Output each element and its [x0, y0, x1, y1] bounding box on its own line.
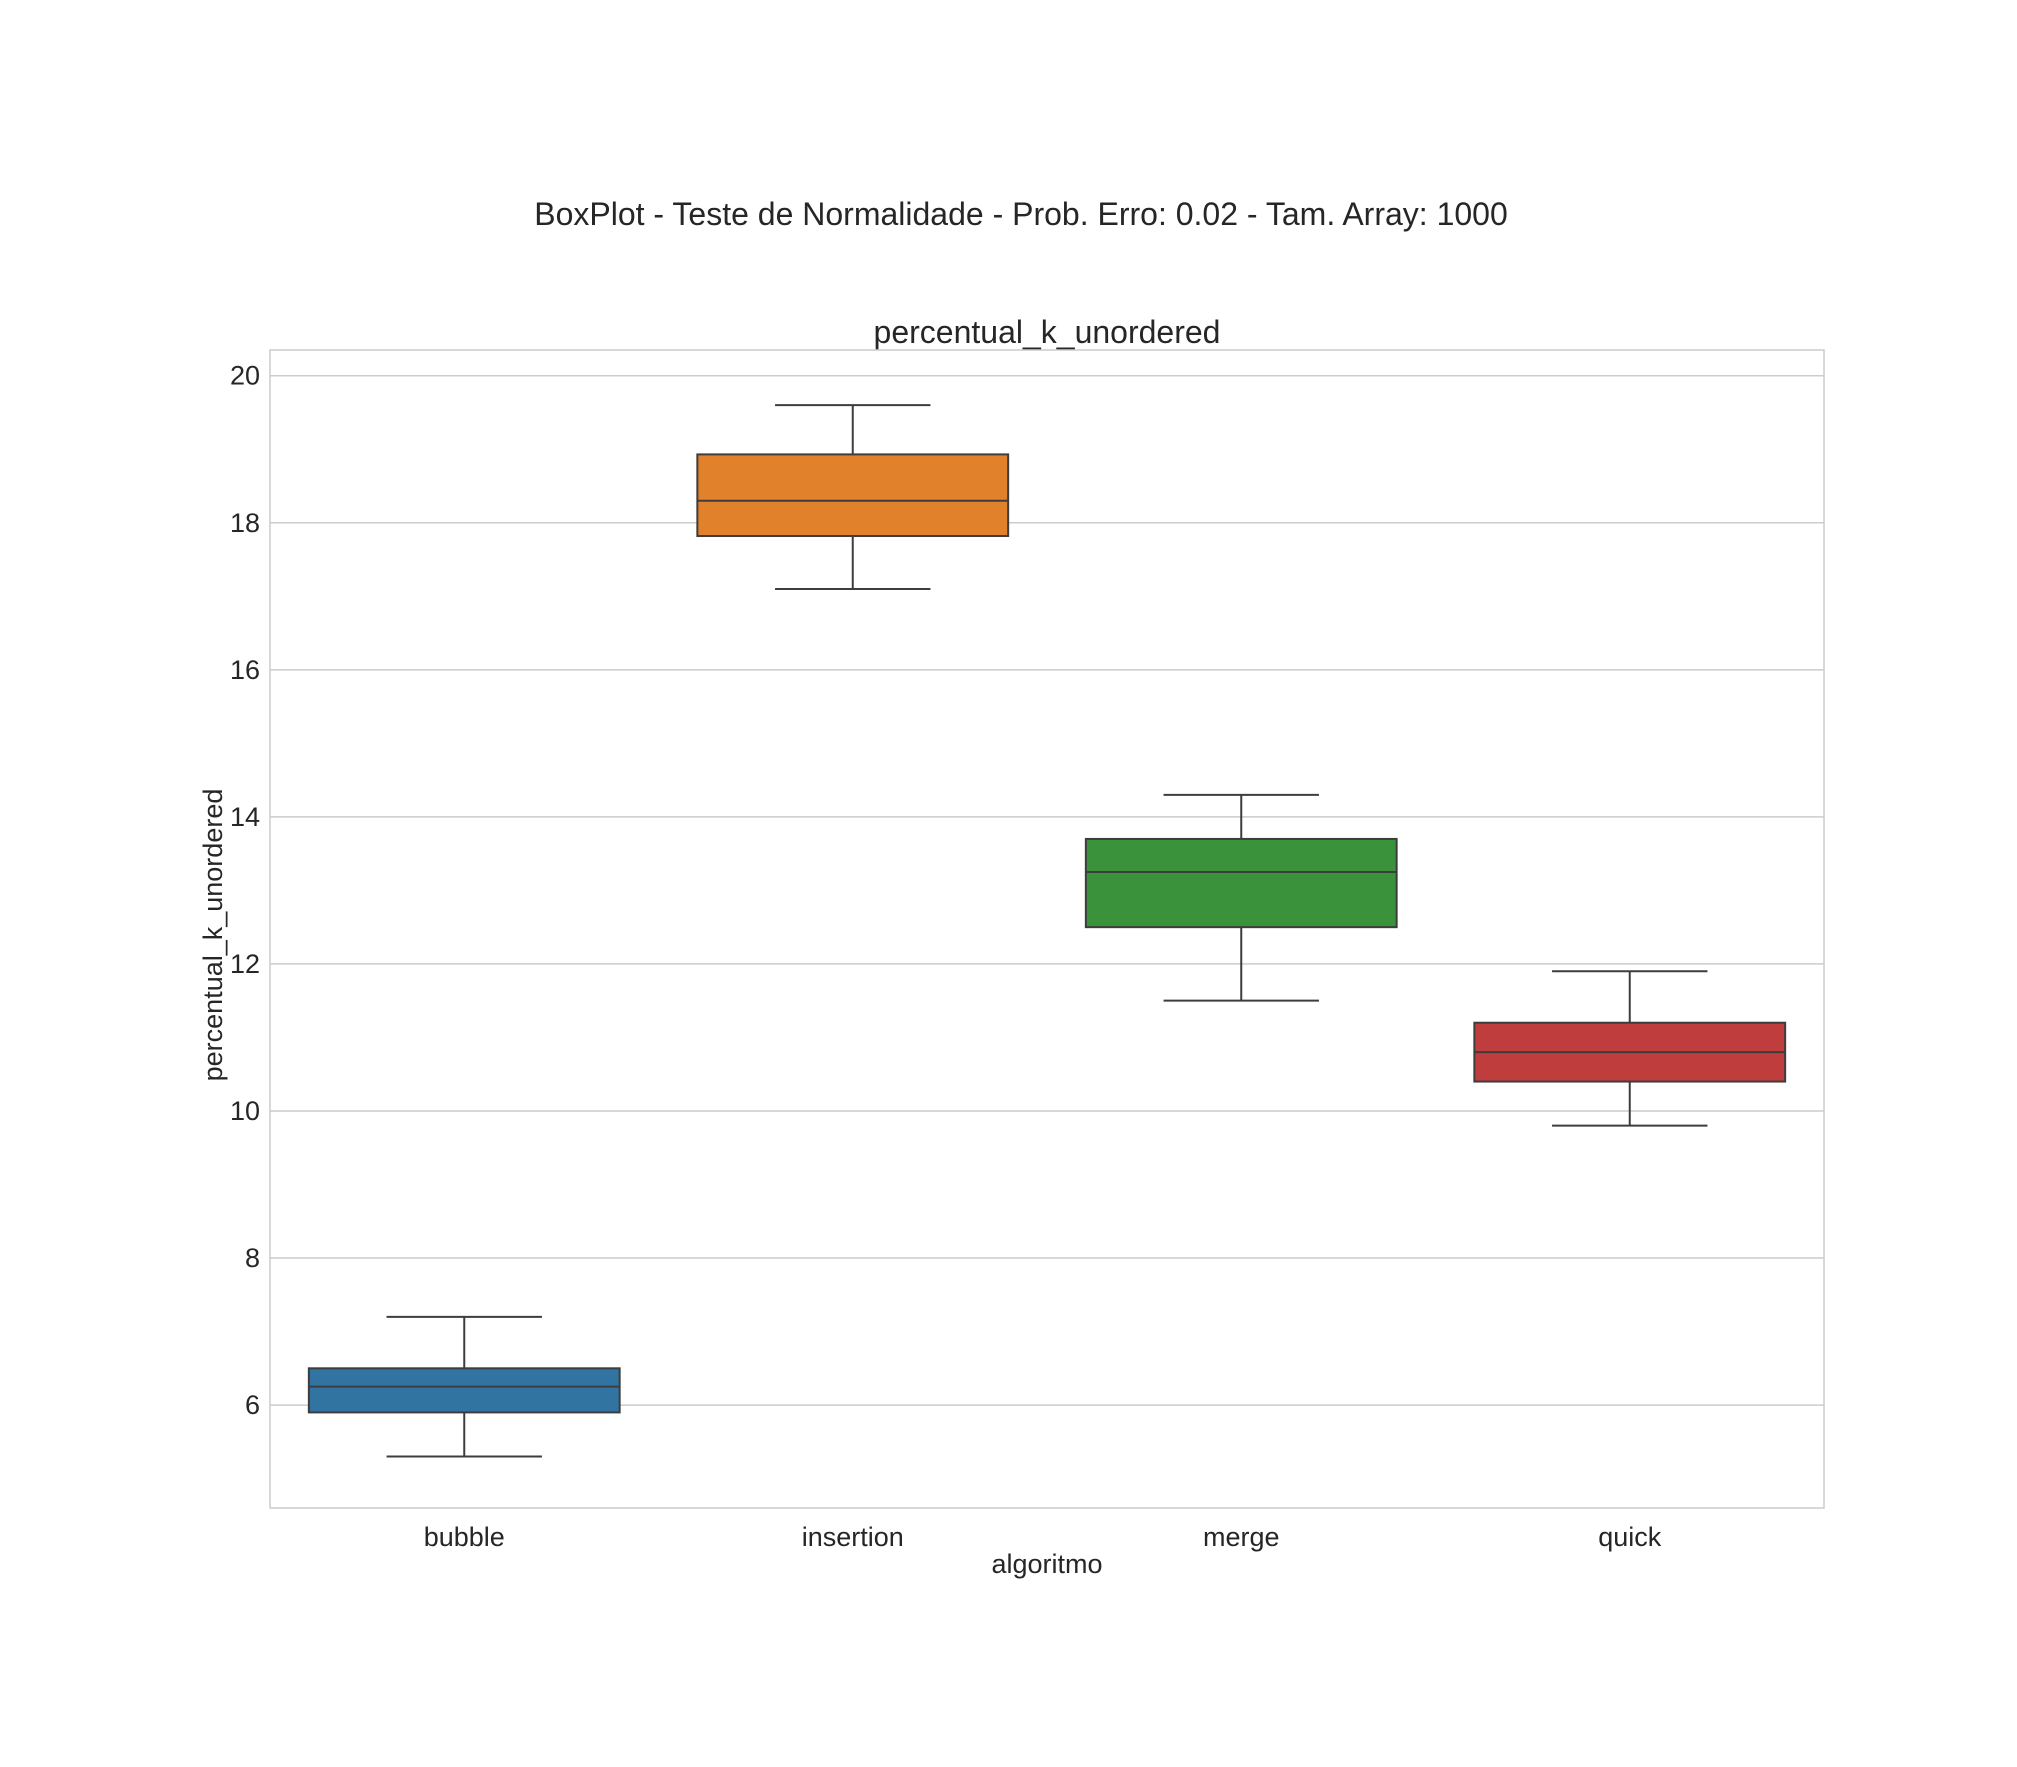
y-tick-label: 16: [230, 655, 260, 685]
y-tick-label: 6: [245, 1390, 260, 1420]
box-merge: [1084, 793, 1398, 1002]
iqr-box-bubble: [307, 1367, 621, 1414]
x-tick-label-bubble: bubble: [424, 1522, 505, 1552]
x-tick-label-insertion: insertion: [802, 1522, 904, 1552]
y-tick-labels: 6 8 10 12 14 16 18 20: [230, 361, 260, 1420]
y-tick-label: 20: [230, 361, 260, 391]
figure-suptitle: BoxPlot - Teste de Normalidade - Prob. E…: [534, 196, 1508, 232]
y-tick-label: 14: [230, 802, 260, 832]
x-tick-label-quick: quick: [1598, 1522, 1662, 1552]
box-series: [307, 404, 1787, 1458]
axes-title: percentual_k_unordered: [874, 314, 1221, 350]
iqr-box-insertion: [696, 453, 1010, 538]
y-tick-label: 12: [230, 949, 260, 979]
x-axis-label: algoritmo: [991, 1549, 1102, 1579]
iqr-box-merge: [1084, 837, 1398, 929]
y-tick-label: 10: [230, 1096, 260, 1126]
box-insertion: [696, 404, 1010, 590]
box-bubble: [307, 1315, 621, 1458]
x-tick-labels: bubble insertion merge quick: [424, 1522, 1662, 1552]
y-tick-label: 8: [245, 1243, 260, 1273]
box-quick: [1473, 970, 1787, 1127]
y-axis-label: percentual_k_unordered: [198, 789, 228, 1082]
y-tick-label: 18: [230, 508, 260, 538]
grid-lines: [270, 374, 1824, 1406]
plot-frame: [269, 349, 1825, 1509]
x-tick-label-merge: merge: [1203, 1522, 1280, 1552]
